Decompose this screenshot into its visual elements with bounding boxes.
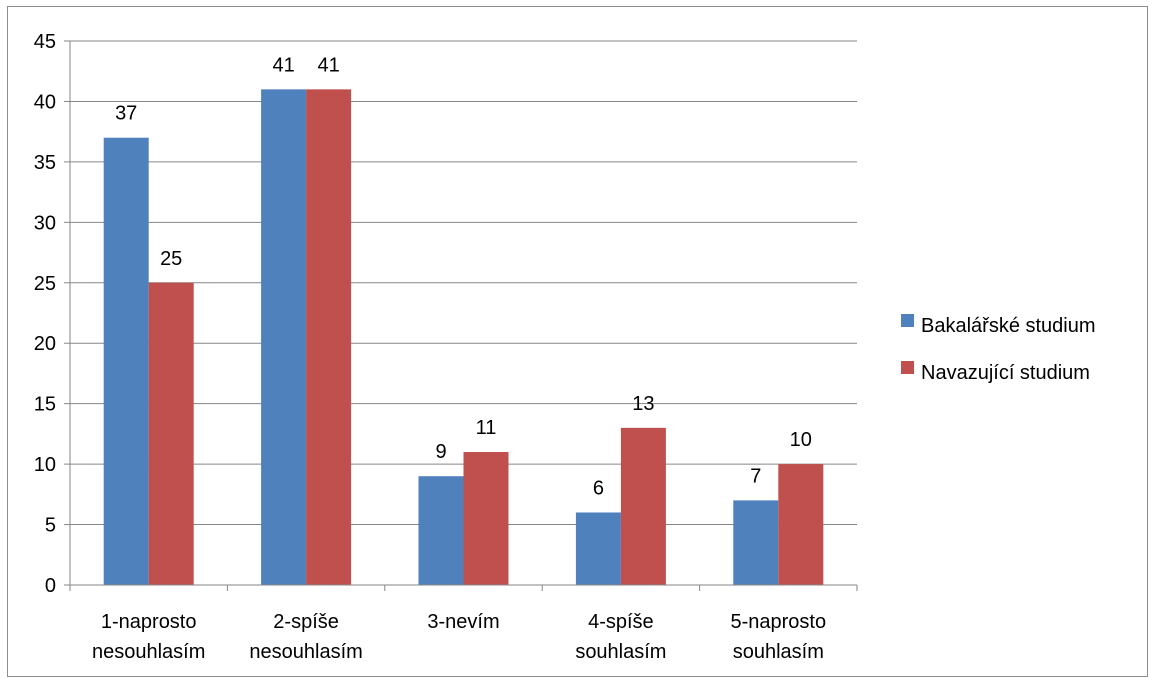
x-tick-label: 2-spíše nesouhlasím bbox=[249, 611, 362, 663]
y-tick-label: 10 bbox=[34, 454, 56, 476]
gridlines bbox=[70, 40, 857, 526]
bar bbox=[306, 89, 352, 585]
data-label: 41 bbox=[272, 54, 294, 76]
y-tick-label: 20 bbox=[34, 333, 56, 355]
legend-label: Bakalářské studium bbox=[921, 315, 1096, 337]
data-label: 7 bbox=[750, 465, 761, 487]
x-tick-label-line: 4-spíše bbox=[588, 611, 654, 633]
x-tick-label: 4-spíše souhlasím bbox=[575, 611, 666, 663]
legend-label: Navazující studium bbox=[921, 362, 1090, 384]
y-tick-label: 0 bbox=[45, 575, 56, 597]
data-label: 37 bbox=[115, 103, 137, 125]
legend: Bakalářské studium Navazující studium bbox=[901, 314, 1096, 384]
y-tick-label: 15 bbox=[34, 394, 56, 416]
bar bbox=[575, 512, 621, 585]
x-tick-label-line: souhlasím bbox=[575, 641, 666, 663]
bar bbox=[778, 464, 824, 585]
data-label: 13 bbox=[632, 393, 654, 415]
y-tick-label: 35 bbox=[34, 152, 56, 174]
x-tick-label: 3-nevím bbox=[427, 611, 499, 633]
x-tick-label-line: 3-nevím bbox=[427, 611, 499, 633]
x-tick-label: 5-naprosto souhlasím bbox=[730, 611, 826, 663]
bars bbox=[103, 89, 824, 585]
data-label: 9 bbox=[435, 441, 446, 463]
x-tick-label-line: 2-spíše bbox=[273, 611, 339, 633]
x-tick-label-line: 1-naprosto bbox=[101, 611, 197, 633]
data-label: 41 bbox=[317, 54, 339, 76]
legend-swatch bbox=[901, 314, 914, 327]
x-tick-label: 1-naprosto nesouhlasím bbox=[92, 611, 205, 663]
bar bbox=[418, 476, 464, 585]
y-tick-label: 45 bbox=[34, 31, 56, 53]
x-tick-label-line: nesouhlasím bbox=[92, 641, 205, 663]
y-tick-label: 40 bbox=[34, 91, 56, 113]
y-tick-label: 5 bbox=[45, 515, 56, 537]
bar bbox=[148, 282, 194, 585]
x-tick-label-line: nesouhlasím bbox=[249, 641, 362, 663]
data-label: 11 bbox=[476, 417, 497, 439]
bar bbox=[261, 89, 307, 585]
data-labels: 37 41 9 6 7 25 41 11 13 10 bbox=[115, 54, 812, 499]
bar bbox=[733, 500, 779, 585]
bar bbox=[463, 452, 509, 585]
y-tick-label: 25 bbox=[34, 273, 56, 295]
data-label: 25 bbox=[160, 248, 182, 270]
x-tick-label-line: 5-naprosto bbox=[730, 611, 826, 633]
data-label: 10 bbox=[790, 429, 812, 451]
data-label: 6 bbox=[593, 477, 604, 499]
bar bbox=[620, 427, 666, 585]
y-tick-label: 30 bbox=[34, 212, 56, 234]
bar bbox=[103, 137, 149, 585]
legend-swatch bbox=[901, 361, 914, 374]
x-tick-label-line: souhlasím bbox=[733, 641, 824, 663]
